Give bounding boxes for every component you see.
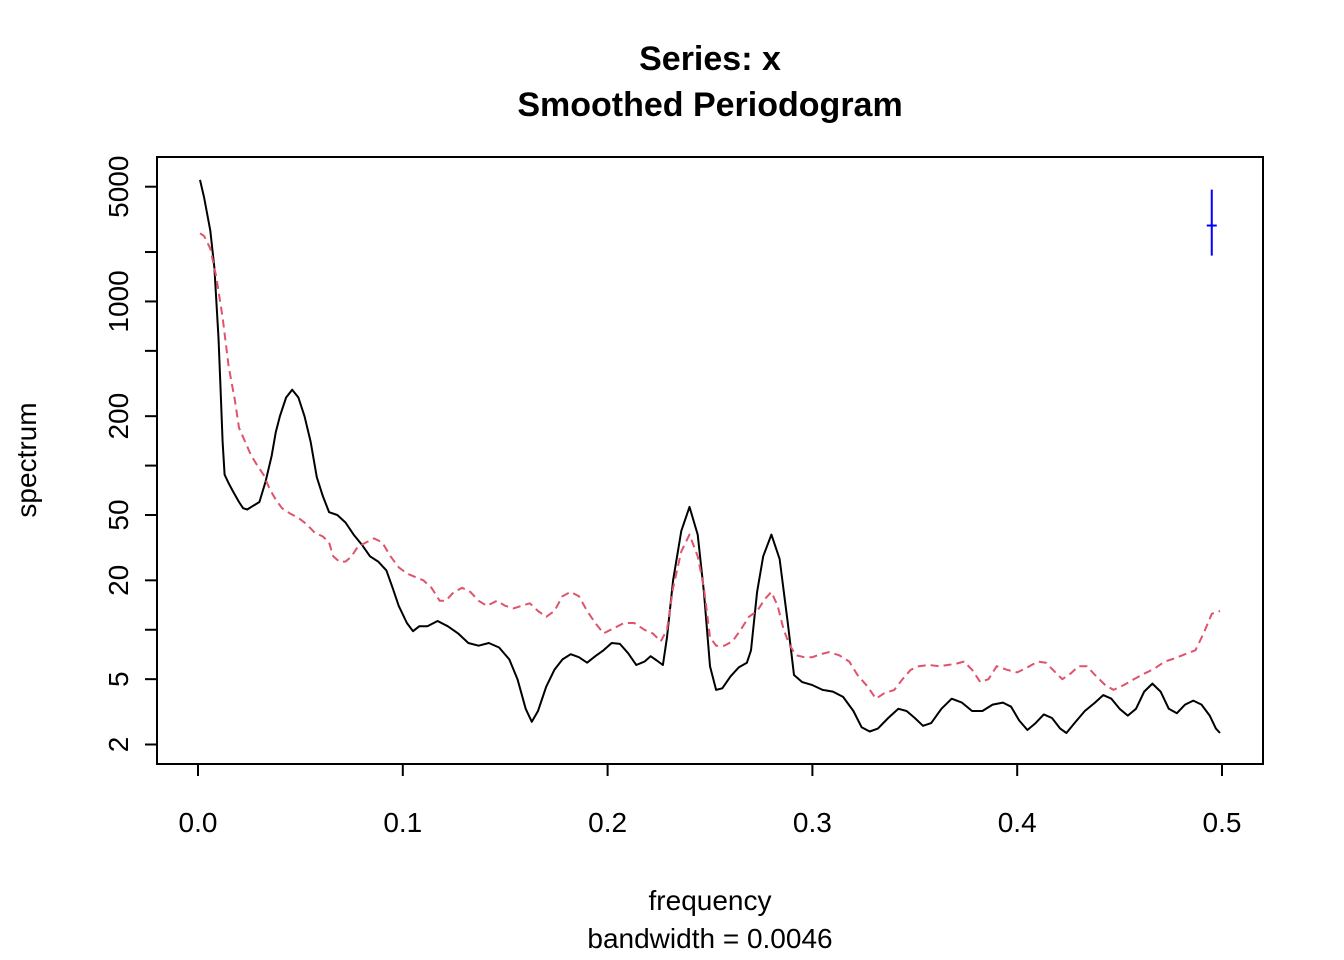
x-tick-label: 0.1 <box>383 807 422 838</box>
y-tick-label: 1000 <box>103 270 134 332</box>
raw-spectrum-line <box>199 179 1221 734</box>
x-tick-label: 0.2 <box>588 807 627 838</box>
y-tick-label: 20 <box>103 565 134 596</box>
x-axis-label: frequency <box>649 885 772 916</box>
x-tick-label: 0.0 <box>179 807 218 838</box>
chart-subtitle: Smoothed Periodogram <box>517 86 902 124</box>
smoothed-spectrum-line <box>199 232 1221 700</box>
chart-title: Series: x <box>639 40 781 78</box>
x-axis: 0.0 0.1 0.2 0.3 0.4 0.5 <box>179 763 1242 838</box>
confidence-interval-bar <box>1206 189 1217 256</box>
y-tick-label: 5 <box>103 671 134 687</box>
series-layer <box>199 179 1221 734</box>
y-tick-label: 2 <box>103 737 134 753</box>
x-axis-sublabel: bandwidth = 0.0046 <box>587 923 832 954</box>
y-tick-label: 50 <box>103 499 134 530</box>
y-axis: 2 5 20 50 200 1000 5000 <box>103 156 158 753</box>
y-tick-label: 200 <box>103 393 134 440</box>
x-tick-label: 0.3 <box>793 807 832 838</box>
x-tick-label: 0.4 <box>998 807 1037 838</box>
y-tick-label: 5000 <box>103 156 134 218</box>
plot-frame <box>156 156 1264 765</box>
y-axis-label: spectrum <box>11 402 42 517</box>
x-tick-label: 0.5 <box>1203 807 1242 838</box>
